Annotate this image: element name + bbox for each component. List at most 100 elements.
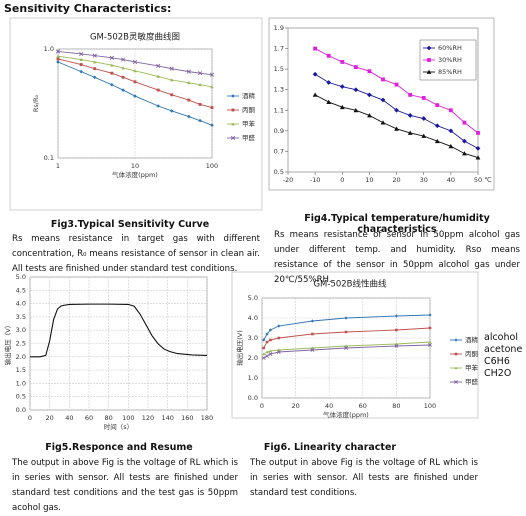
marker — [407, 130, 413, 135]
marker — [262, 352, 266, 356]
y-tick-label: 4.0 — [16, 300, 26, 308]
marker — [230, 135, 236, 141]
marker — [344, 316, 348, 320]
y-tick-label: 3.5 — [16, 313, 26, 321]
y-tick-label: 1.0 — [16, 379, 26, 387]
marker — [353, 87, 359, 93]
legend-label: 甲醛 — [242, 133, 256, 142]
marker — [121, 88, 125, 92]
marker — [231, 122, 235, 126]
y-tick-label: 0.0 — [248, 394, 258, 402]
y-tick-label: 4.0 — [248, 314, 258, 322]
y-tick-label: 1.5 — [274, 65, 284, 73]
x-tick-label: 0 — [28, 414, 32, 422]
marker — [110, 63, 114, 67]
y-tick-label: 1.5 — [16, 366, 26, 374]
legend-label: 60%RH — [438, 44, 462, 52]
marker — [394, 126, 399, 131]
extra-label: CH2O — [484, 368, 512, 379]
x-tick-label: 60 — [85, 414, 93, 422]
marker — [110, 71, 114, 75]
extra-label: alcohol — [484, 332, 518, 343]
x-tick-label: 1 — [56, 162, 60, 170]
marker — [434, 138, 440, 144]
marker — [79, 51, 84, 57]
marker — [454, 352, 458, 356]
marker — [133, 69, 137, 73]
x-tick-label: 60 — [359, 402, 367, 410]
y-axis-label: 输出电压（V） — [3, 322, 12, 365]
x-tick-label: -10 — [310, 176, 321, 184]
y-tick-label: 1.7 — [274, 45, 284, 53]
description: The output in above Fig is the voltage o… — [250, 458, 478, 498]
marker — [92, 60, 97, 64]
marker — [367, 69, 372, 74]
legend-label: 丙酮 — [242, 106, 256, 114]
marker — [454, 338, 458, 342]
marker — [394, 314, 398, 318]
caption: Fig5.Responce and Resume — [45, 442, 193, 453]
y-tick-label: 5.0 — [248, 294, 258, 302]
marker — [79, 57, 83, 62]
marker — [265, 350, 269, 354]
marker — [380, 97, 386, 103]
marker — [310, 348, 315, 352]
x-tick-label: 40 — [65, 414, 73, 422]
x-tick-label: 20 — [291, 402, 299, 410]
marker — [340, 60, 345, 64]
marker — [265, 354, 269, 358]
y-tick-label: 1.0 — [44, 45, 54, 53]
marker — [344, 346, 348, 350]
y-tick-label: 1.0 — [248, 374, 258, 382]
marker — [156, 88, 160, 92]
marker — [426, 69, 432, 74]
marker — [92, 53, 97, 58]
marker — [462, 138, 467, 144]
marker — [276, 350, 281, 354]
x-tick-label: 140 — [161, 414, 173, 422]
marker — [312, 71, 318, 77]
x-tick-label: 80 — [105, 414, 113, 422]
marker — [427, 58, 431, 62]
legend-label: 酒精 — [465, 335, 479, 344]
marker — [121, 66, 125, 70]
legend-label: 甲苯 — [242, 119, 256, 128]
marker — [407, 113, 413, 118]
y-tick-label: 1.1 — [274, 106, 284, 114]
marker — [381, 77, 385, 82]
marker — [394, 342, 398, 346]
marker — [93, 67, 97, 71]
extra-label: C6H6 — [484, 356, 510, 367]
x-tick-label: 180 — [201, 414, 213, 422]
marker — [210, 106, 214, 110]
marker — [187, 114, 191, 119]
marker — [428, 313, 432, 317]
marker — [462, 151, 467, 156]
y-tick-label: 0.9 — [274, 127, 284, 135]
marker — [313, 46, 318, 51]
marker — [394, 107, 399, 113]
marker — [421, 96, 426, 100]
marker — [156, 104, 160, 108]
marker — [326, 53, 331, 58]
y-axis-label: Rs/R₀ — [32, 95, 40, 113]
marker — [261, 356, 266, 360]
marker — [312, 92, 318, 97]
marker — [231, 108, 235, 112]
x-axis-label: 气体浓度(ppm) — [112, 170, 158, 179]
figure-frame — [9, 17, 263, 211]
x-tick-label: 100 — [424, 402, 436, 410]
marker — [79, 69, 83, 74]
y-tick-label: 0.5 — [16, 393, 26, 401]
marker — [310, 319, 314, 323]
marker — [434, 123, 440, 129]
marker — [326, 99, 332, 104]
x-axis-label: 时间（s） — [104, 422, 133, 431]
marker — [56, 60, 60, 64]
marker — [448, 108, 453, 113]
marker — [339, 84, 345, 90]
marker — [132, 59, 138, 65]
marker — [79, 63, 83, 66]
extra-label: acetone — [484, 344, 523, 355]
x-tick-label: -20 — [283, 176, 294, 184]
